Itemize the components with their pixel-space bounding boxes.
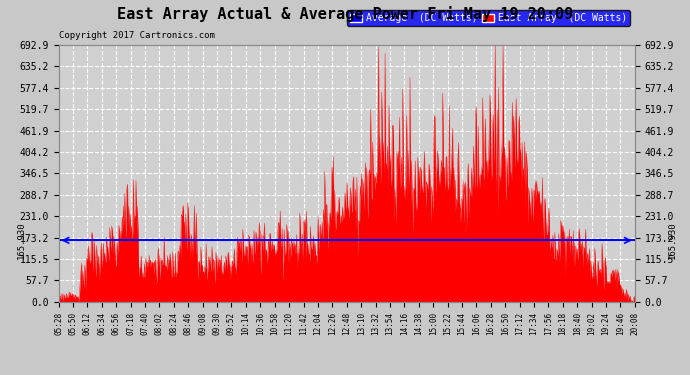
Text: 165.930: 165.930: [17, 222, 26, 259]
Legend: Average  (DC Watts), East Array  (DC Watts): Average (DC Watts), East Array (DC Watts…: [347, 10, 630, 26]
Text: Copyright 2017 Cartronics.com: Copyright 2017 Cartronics.com: [59, 31, 215, 40]
Text: East Array Actual & Average Power Fri May 19 20:09: East Array Actual & Average Power Fri Ma…: [117, 6, 573, 22]
Text: 165.930: 165.930: [668, 222, 677, 259]
